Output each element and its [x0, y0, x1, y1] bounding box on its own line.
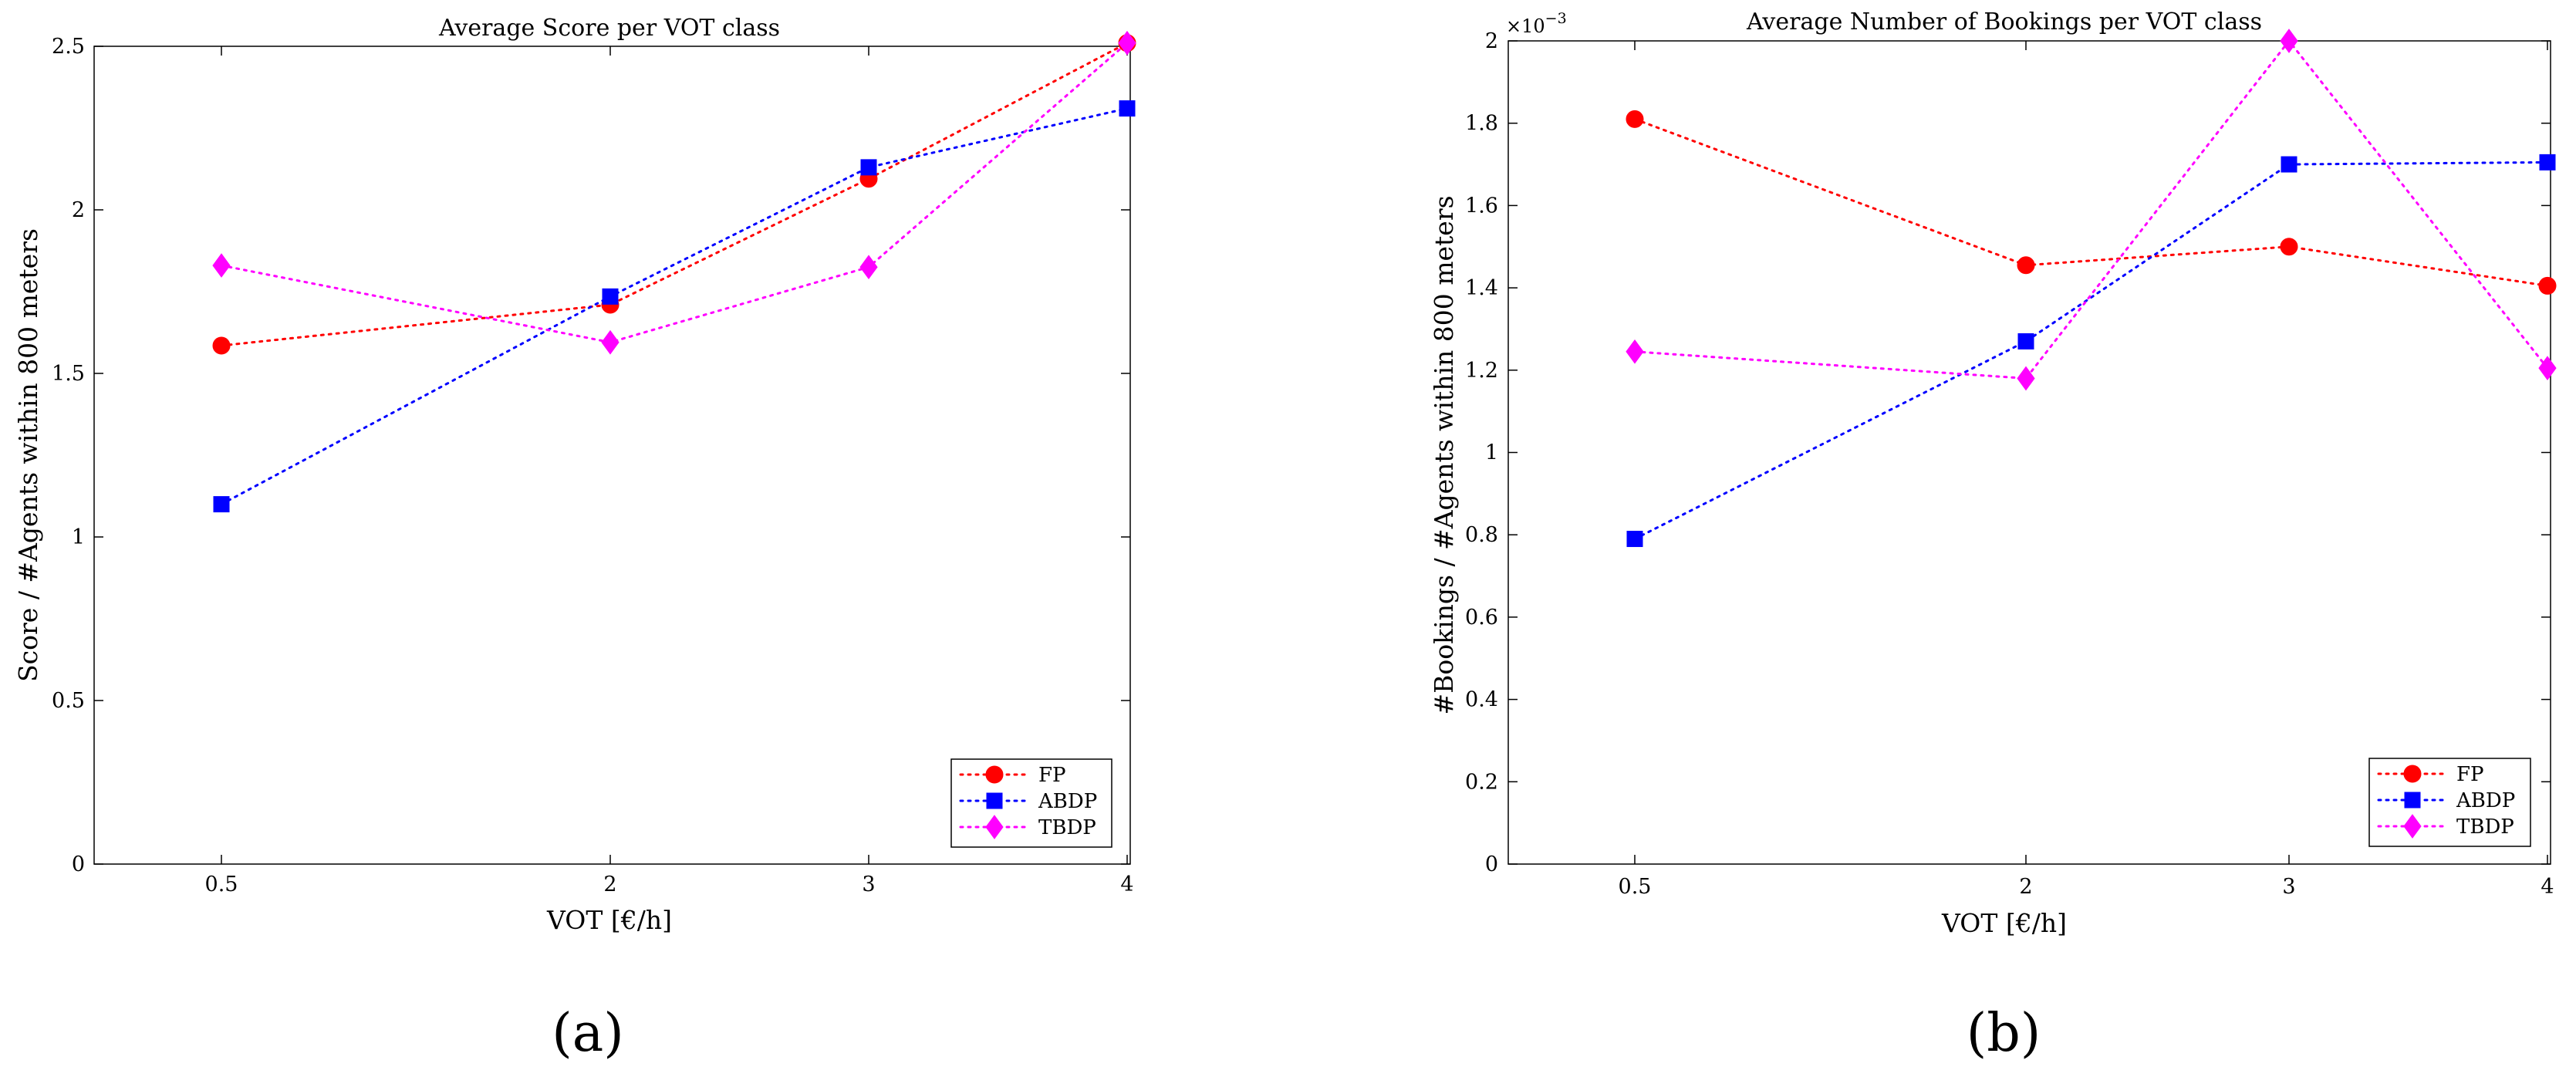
y-tick-label: 1 — [1485, 441, 1498, 465]
data-point-abdp — [1626, 531, 1643, 548]
chart-b-plot-frame — [1507, 40, 2551, 865]
chart-a-series — [212, 30, 1136, 513]
x-tick-label: 0.5 — [205, 873, 238, 896]
data-point-abdp — [1119, 100, 1136, 117]
chart-a-plot-frame — [93, 46, 1131, 865]
y-tick-label: 1.5 — [52, 362, 85, 386]
chart-b-series — [1626, 29, 2557, 548]
y-tick-label: 0 — [1485, 852, 1498, 876]
data-point-abdp — [2017, 333, 2034, 349]
data-point-abdp — [213, 496, 230, 513]
chart-a-y-label: Score / #Agents within 800 meters — [13, 228, 43, 682]
data-point-tbdp — [1118, 30, 1136, 56]
chart-b-y-ticks: 0 0.2 0.4 0.6 0.8 1 1.2 1.4 1.6 1.8 2 — [1465, 29, 2551, 876]
y-tick-label: 2 — [72, 198, 85, 222]
y-tick-label: 0.8 — [1465, 523, 1498, 547]
x-tick-label: 0.5 — [1619, 875, 1652, 899]
y-tick-label: 1 — [72, 525, 85, 549]
y-tick-label: 1.2 — [1465, 359, 1498, 383]
chart-a-x-ticks: 0.5 2 3 4 — [205, 46, 1134, 896]
chart-b-legend: FP ABDP TBDP — [2368, 758, 2531, 847]
data-point-tbdp — [1626, 339, 1644, 364]
legend-marker-fp — [985, 765, 1004, 784]
y-tick-label: 1.6 — [1465, 194, 1498, 218]
data-point-tbdp — [2538, 356, 2557, 380]
data-point-abdp — [2539, 154, 2556, 170]
chart-a: Average Score per VOT class 0.5 2 3 4 0 0.5 1… — [13, 15, 1136, 935]
data-point-fp — [2017, 256, 2035, 275]
y-tick-label: 1.8 — [1465, 112, 1498, 136]
chart-b-y-exponent: ×10−3 — [1506, 10, 1567, 37]
series-line-fp — [220, 42, 1129, 347]
legend-label-fp: FP — [2456, 763, 2484, 786]
legend-marker-tbdp — [985, 815, 1004, 839]
y-tick-label: 0.6 — [1465, 606, 1498, 630]
chart-b-x-ticks: 0.5 2 3 4 — [1619, 41, 2554, 899]
chart-b-y-exponent-power: −3 — [1545, 10, 1567, 27]
y-tick-label: 2 — [1485, 29, 1498, 53]
data-point-tbdp — [601, 329, 620, 355]
chart-a-title: Average Score per VOT class — [438, 15, 780, 42]
series-line-fp — [1633, 117, 2549, 287]
data-point-fp — [212, 336, 231, 355]
x-tick-label: 2 — [2019, 875, 2032, 899]
y-tick-label: 0.2 — [1465, 770, 1498, 794]
data-point-abdp — [602, 288, 619, 305]
legend-label-tbdp: TBDP — [2456, 815, 2514, 839]
y-tick-label: 0 — [72, 852, 85, 876]
data-point-tbdp — [859, 255, 878, 280]
legend-label-tbdp: TBDP — [1038, 816, 1096, 839]
legend-label-abdp: ABDP — [2456, 789, 2515, 812]
chart-b: Average Number of Bookings per VOT class… — [1429, 8, 2557, 938]
chart-a-legend: FP ABDP TBDP — [950, 758, 1112, 848]
legend-marker-abdp — [2404, 792, 2421, 809]
chart-b-y-label: #Bookings / #Agents within 800 meters — [1429, 195, 1459, 714]
x-tick-label: 4 — [2541, 875, 2554, 899]
data-point-tbdp — [2280, 29, 2298, 53]
data-point-abdp — [2281, 156, 2297, 173]
caption-b: (b) — [1967, 1003, 2041, 1064]
data-point-fp — [2538, 276, 2557, 295]
legend-marker-abdp — [986, 792, 1003, 809]
legend-label-abdp: ABDP — [1038, 790, 1097, 813]
data-point-fp — [2280, 238, 2298, 256]
chart-b-y-exponent-base: ×10 — [1506, 15, 1545, 37]
chart-b-x-label: VOT [€/h] — [1941, 908, 2067, 938]
series-line-tbdp — [1633, 39, 2549, 380]
data-point-abdp — [860, 159, 877, 176]
y-tick-label: 1.4 — [1465, 276, 1498, 300]
x-tick-label: 4 — [1120, 873, 1133, 896]
chart-a-y-ticks: 0 0.5 1 1.5 2 2.5 — [52, 35, 1130, 876]
x-tick-label: 3 — [862, 873, 875, 896]
x-tick-label: 2 — [603, 873, 616, 896]
data-point-tbdp — [212, 253, 231, 278]
data-point-tbdp — [2017, 366, 2035, 391]
data-point-fp — [1626, 110, 1644, 128]
legend-marker-tbdp — [2403, 814, 2422, 839]
chart-a-x-label: VOT [€/h] — [546, 905, 672, 935]
caption-a: (a) — [552, 1003, 624, 1064]
series-line-abdp — [1633, 160, 2549, 541]
y-tick-label: 0.5 — [52, 689, 85, 713]
series-line-abdp — [220, 107, 1129, 506]
y-tick-label: 0.4 — [1465, 688, 1498, 712]
legend-marker-fp — [2403, 765, 2422, 783]
legend-label-fp: FP — [1038, 764, 1066, 787]
x-tick-label: 3 — [2282, 875, 2295, 899]
chart-b-title: Average Number of Bookings per VOT class — [1746, 8, 2262, 35]
y-tick-label: 2.5 — [52, 35, 85, 59]
series-line-tbdp — [220, 42, 1129, 344]
